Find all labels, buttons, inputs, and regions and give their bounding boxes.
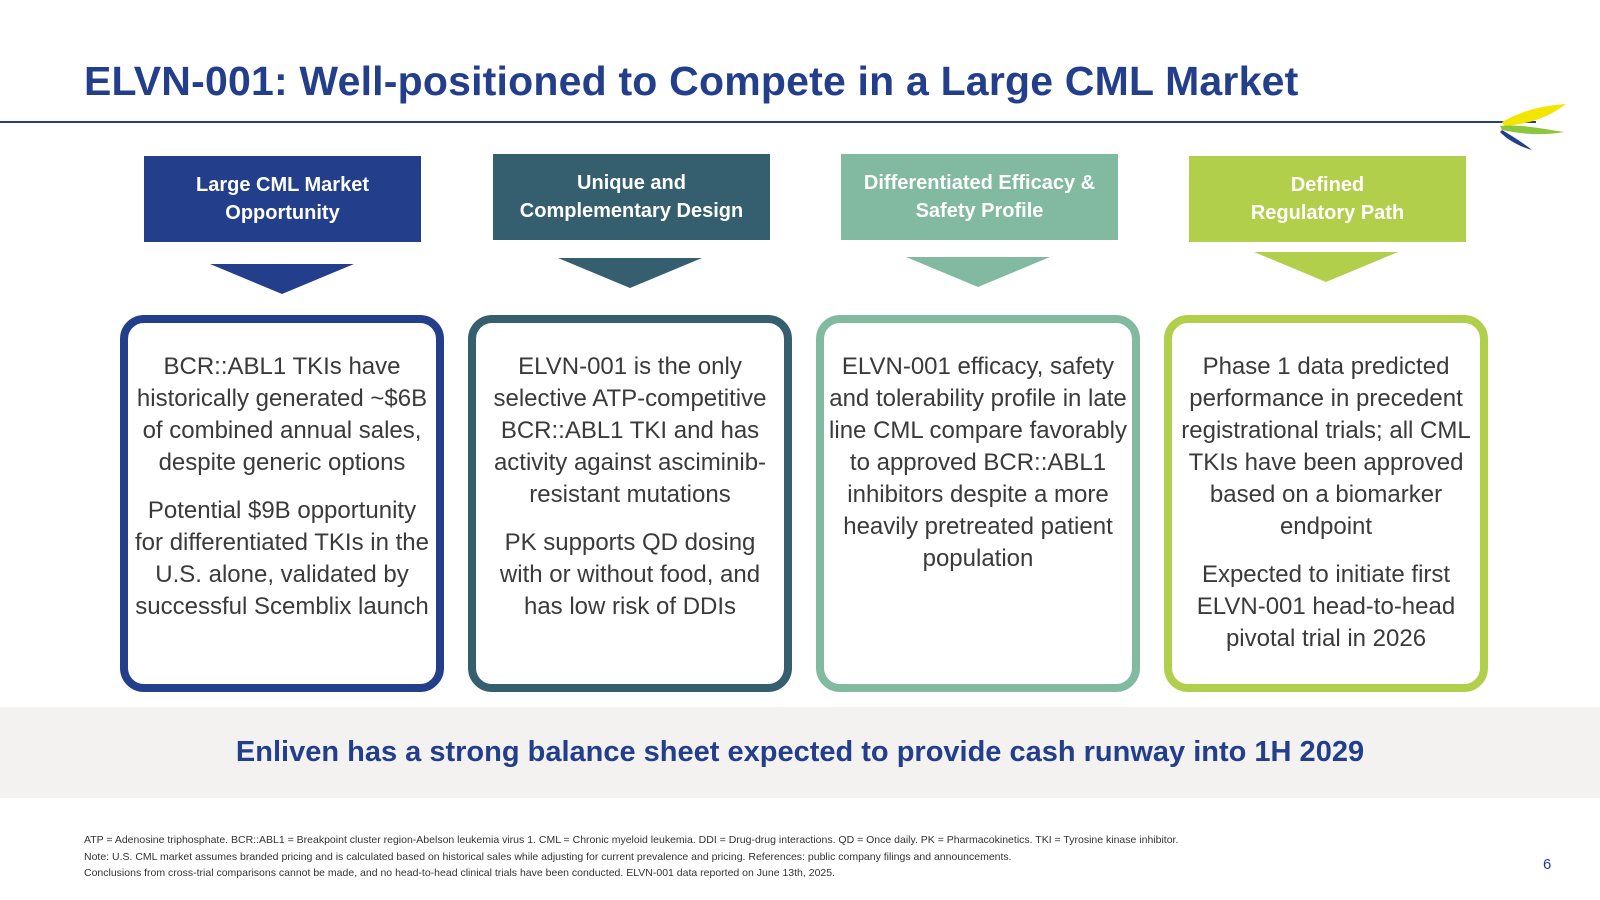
card-paragraph: ELVN-001 efficacy, safety and tolerabili… — [829, 353, 1127, 572]
column-header-efficacy-safety: Differentiated Efficacy & Safety Profile — [841, 154, 1118, 240]
column-header-market-opportunity: Large CML Market Opportunity — [144, 156, 421, 242]
column-arrow-market-opportunity — [210, 264, 354, 294]
card-unique-design: ELVN-001 is the only selective ATP-compe… — [468, 315, 792, 692]
balance-sheet-banner: Enliven has a strong balance sheet expec… — [0, 707, 1600, 798]
card-regulatory-path: Phase 1 data predicted performance in pr… — [1164, 315, 1488, 692]
page-number: 6 — [1543, 856, 1552, 873]
banner-text: Enliven has a strong balance sheet expec… — [235, 736, 1365, 768]
slide-title: ELVN-001: Well-positioned to Compete in … — [84, 58, 1299, 104]
card-paragraph: BCR::ABL1 TKIs have historically generat… — [136, 353, 428, 476]
footnotes: ATP = Adenosine triphosphate. BCR::ABL1 … — [84, 832, 1178, 882]
footnote-note: Note: U.S. CML market assumes branded pr… — [84, 850, 1012, 863]
card-paragraph: ELVN-001 is the only selective ATP-compe… — [493, 353, 767, 508]
column-header-unique-design: Unique and Complementary Design — [493, 154, 770, 240]
card-market-opportunity: BCR::ABL1 TKIs have historically generat… — [120, 315, 444, 692]
card-paragraph: Phase 1 data predicted performance in pr… — [1181, 353, 1471, 540]
column-header-regulatory-path: Defined Regulatory Path — [1189, 156, 1466, 242]
column-arrow-unique-design — [558, 258, 702, 288]
column-arrow-regulatory-path — [1254, 252, 1398, 282]
card-paragraph: Potential $9B opportunity for differenti… — [135, 497, 429, 620]
card-paragraph: Expected to initiate first ELVN-001 head… — [1196, 561, 1456, 652]
column-arrow-efficacy-safety — [906, 257, 1050, 287]
enliven-swoosh-logo-icon — [1500, 104, 1566, 150]
title-divider — [0, 121, 1536, 123]
footnote-abbreviations: ATP = Adenosine triphosphate. BCR::ABL1 … — [84, 834, 1179, 846]
footnote-disclaimer: Conclusions from cross-trial comparisons… — [84, 867, 836, 879]
card-paragraph: PK supports QD dosing with or without fo… — [499, 529, 761, 620]
card-efficacy-safety: ELVN-001 efficacy, safety and tolerabili… — [816, 315, 1140, 692]
